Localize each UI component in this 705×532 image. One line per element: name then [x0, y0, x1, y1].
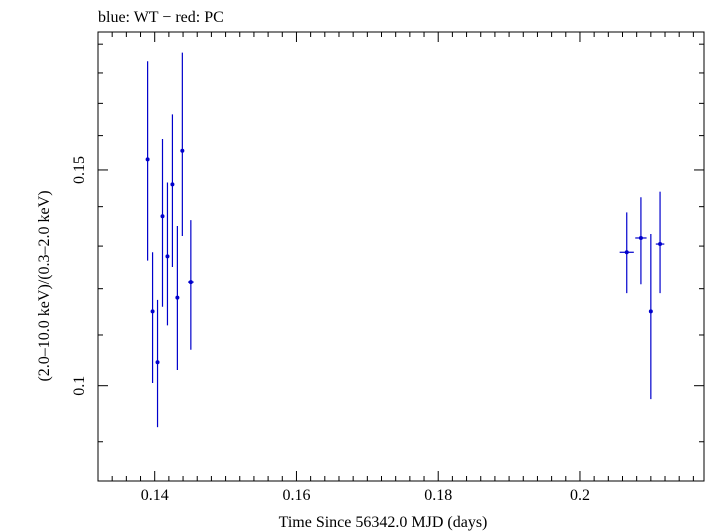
point-marker [155, 360, 160, 365]
x-tick-label: 0.2 [570, 487, 590, 504]
plot-frame [97, 31, 705, 482]
y-axis-label: (2.0–10.0 keV)/(0.3–2.0 keV) [36, 190, 53, 381]
x-tick-label: 0.18 [424, 487, 452, 504]
chart-title: blue: WT − red: PC [98, 9, 224, 26]
data-point [165, 182, 170, 326]
x-axis-label: Time Since 56342.0 MJD (days) [279, 514, 488, 531]
point-marker [145, 157, 150, 162]
data-point [155, 299, 160, 428]
point-marker [160, 214, 165, 219]
point-marker [150, 309, 155, 314]
point-marker [658, 242, 663, 247]
point-marker [180, 148, 185, 153]
data-point [619, 212, 634, 294]
point-marker [175, 295, 180, 300]
data-point [170, 114, 175, 267]
y-axis-ticks: 0.1 0.15 [71, 43, 704, 443]
data-point [188, 220, 194, 350]
point-marker [648, 309, 653, 314]
data-point [175, 226, 180, 370]
data-point [655, 191, 665, 294]
y-tick-label: 0.1 [71, 376, 88, 396]
data-point [648, 233, 653, 400]
data-points [145, 52, 665, 428]
point-marker [638, 235, 643, 240]
data-point [160, 138, 165, 307]
data-point [635, 197, 647, 285]
data-point [180, 52, 185, 236]
data-point [145, 61, 150, 261]
point-marker [165, 254, 170, 259]
point-marker [170, 182, 175, 187]
x-axis-ticks: 0.14 0.16 0.18 0.2 [111, 32, 694, 504]
x-tick-label: 0.14 [141, 487, 169, 504]
x-tick-label: 0.16 [282, 487, 310, 504]
point-marker [624, 250, 629, 255]
data-point [150, 252, 155, 384]
point-marker [188, 280, 193, 285]
y-tick-label: 0.15 [71, 156, 88, 184]
